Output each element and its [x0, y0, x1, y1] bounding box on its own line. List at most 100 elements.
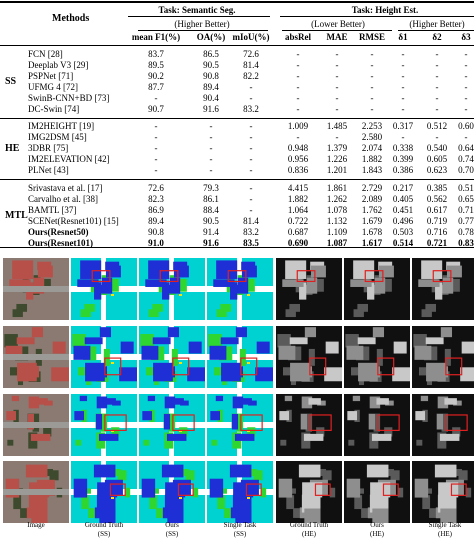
- seg-building: [235, 327, 248, 338]
- results-table: Methods Task: Semantic Seg. Task: Height…: [0, 0, 474, 248]
- seg-tree: [168, 415, 176, 432]
- height-tree: [422, 409, 428, 423]
- segmentation-map: [71, 394, 137, 456]
- seg-building: [99, 508, 116, 523]
- height-building: [347, 411, 358, 421]
- seg-building: [166, 433, 187, 441]
- table-cell: 0.60: [458, 121, 474, 131]
- table-row-method: Srivastava et al. [17]: [28, 183, 103, 193]
- figure-caption: Ground Truth (HE): [290, 521, 328, 539]
- table-cell: 83.7: [148, 49, 164, 59]
- table-cell: -: [370, 49, 374, 59]
- height-building: [426, 362, 446, 382]
- table-cell: -: [154, 165, 158, 175]
- height-building: [304, 508, 321, 523]
- height-building: [385, 400, 394, 406]
- table-cell: 0.948: [287, 143, 309, 153]
- table-cell: 0.721: [426, 238, 448, 248]
- table-row-method: DC-Swin [74]: [28, 104, 80, 114]
- seg-tree: [216, 309, 227, 318]
- seg-tree: [253, 470, 263, 481]
- seg-building: [187, 367, 205, 382]
- seg-building: [220, 337, 239, 345]
- height-tree: [353, 309, 364, 318]
- seg-building: [232, 396, 244, 409]
- cell-drawing: [139, 461, 205, 523]
- height-building: [308, 398, 321, 405]
- height-tree: [390, 470, 400, 481]
- highlight-box: [309, 414, 332, 431]
- seg-tree: [211, 439, 218, 446]
- task-height-header: Task: Height Est.: [351, 5, 419, 15]
- table-cell: -: [435, 82, 439, 92]
- table-cell: 0.503: [392, 227, 414, 237]
- height-tree: [280, 439, 287, 446]
- seg-tree: [192, 487, 199, 498]
- figure-caption: Ours (HE): [370, 521, 384, 539]
- seg-building: [161, 464, 184, 478]
- table-cell: -: [435, 93, 439, 103]
- table-cell: 0.51: [458, 183, 474, 193]
- table-cell: -: [464, 71, 468, 81]
- seg-building: [233, 482, 254, 498]
- cell-drawing: [276, 394, 342, 456]
- cell-drawing: [3, 394, 69, 456]
- caption-line: Ours: [165, 521, 179, 529]
- height-tree: [285, 309, 296, 318]
- table-cell: 0.514: [392, 238, 414, 248]
- seg-building: [229, 464, 252, 478]
- height-building: [289, 337, 308, 345]
- height-building: [301, 396, 313, 409]
- rule-he: [0, 179, 474, 180]
- seg-building: [120, 341, 134, 354]
- cell-drawing: [139, 258, 205, 320]
- height-tree: [429, 508, 442, 518]
- table-cell: -: [249, 82, 253, 92]
- table-cell: 0.719: [426, 216, 448, 226]
- highlight-box: [109, 483, 126, 496]
- table-cell: 81.4: [243, 216, 259, 226]
- table-row-method: BAMTL [37]: [28, 205, 77, 215]
- column-header: mIoU(%): [232, 32, 270, 42]
- table-cell: -: [249, 183, 253, 193]
- height-tree: [425, 303, 437, 312]
- height-building: [306, 277, 318, 294]
- seg-tree: [72, 334, 86, 348]
- table-cell: 0.338: [392, 143, 414, 153]
- higher-better-height-underline: [398, 30, 474, 31]
- lower-better-underline: [282, 30, 392, 31]
- table-cell: 83.2: [243, 104, 259, 114]
- seg-building: [142, 411, 153, 421]
- seg-building: [230, 282, 238, 300]
- height-building: [303, 433, 324, 441]
- highlight-box: [377, 357, 395, 376]
- seg-building: [98, 433, 119, 441]
- cell-drawing: [3, 258, 69, 320]
- table-cell: -: [249, 205, 253, 215]
- photo-road: [3, 286, 69, 292]
- table-cell: -: [209, 132, 213, 142]
- table-cell: -: [335, 82, 339, 92]
- highlight-box: [240, 357, 258, 376]
- seg-tree: [143, 439, 150, 446]
- table-cell: 90.5: [203, 60, 219, 70]
- photo-tree: [16, 303, 28, 312]
- seg-building: [173, 265, 189, 278]
- cell-drawing: [344, 258, 410, 320]
- segmentation-map: [207, 394, 273, 456]
- seg-building: [180, 400, 189, 406]
- highlight-box: [432, 270, 452, 283]
- table-cell: -: [249, 154, 253, 164]
- table-cell: 1.861: [326, 183, 348, 193]
- highlight-box: [314, 483, 331, 496]
- height-map: [276, 326, 342, 388]
- height-map: [276, 258, 342, 320]
- cell-drawing: [71, 258, 137, 320]
- table-cell: -: [464, 104, 468, 114]
- highlight-box: [159, 270, 179, 283]
- table-cell: -: [435, 49, 439, 59]
- table-cell: -: [209, 165, 213, 175]
- table-cell: -: [401, 132, 405, 142]
- seg-building: [167, 508, 184, 523]
- table-cell: 91.4: [203, 227, 219, 237]
